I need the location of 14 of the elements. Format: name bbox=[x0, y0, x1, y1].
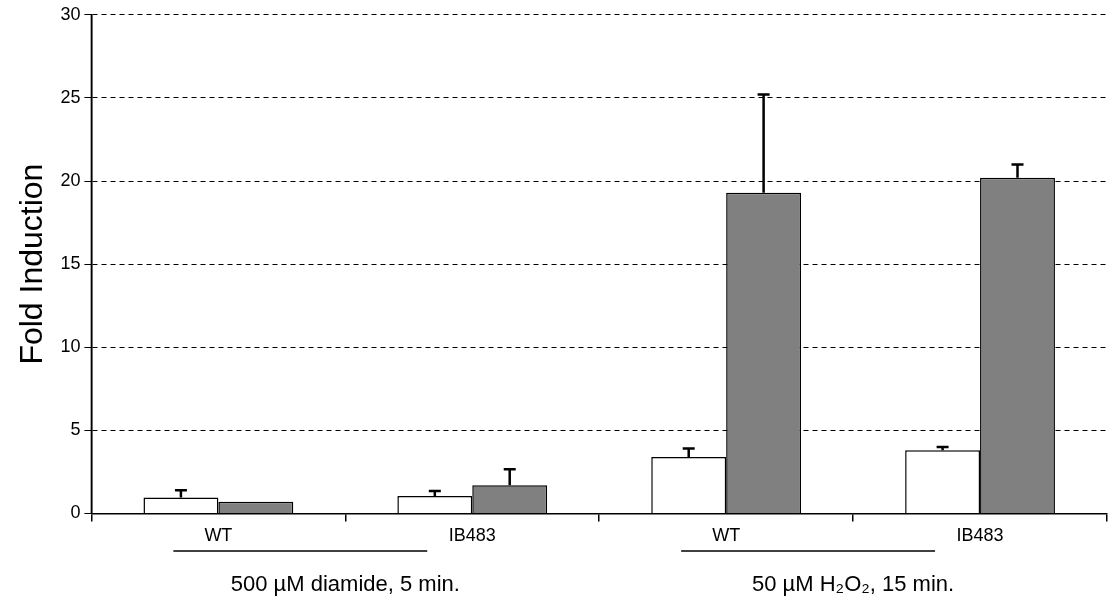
text: 500 µM diamide, 5 min. bbox=[230, 571, 460, 597]
y-tick-label: 30 bbox=[60, 3, 81, 24]
y-tick-label: 20 bbox=[60, 169, 81, 190]
y-tick-label: 0 bbox=[70, 502, 81, 523]
y-tick-label: 25 bbox=[60, 86, 81, 107]
x-tick-label: WT bbox=[712, 525, 741, 546]
y-axis-title: Fold Induction bbox=[13, 163, 50, 365]
x-tick-label: IB483 bbox=[956, 525, 1004, 546]
y-tick-label: 5 bbox=[70, 419, 81, 440]
y-tick-label: 10 bbox=[60, 336, 81, 357]
x-tick-label: WT bbox=[204, 525, 233, 546]
text: 50 µM H₂O₂, 15 min. bbox=[752, 571, 955, 597]
x-tick-label: IB483 bbox=[448, 525, 496, 546]
y-tick-label: 15 bbox=[60, 253, 81, 274]
